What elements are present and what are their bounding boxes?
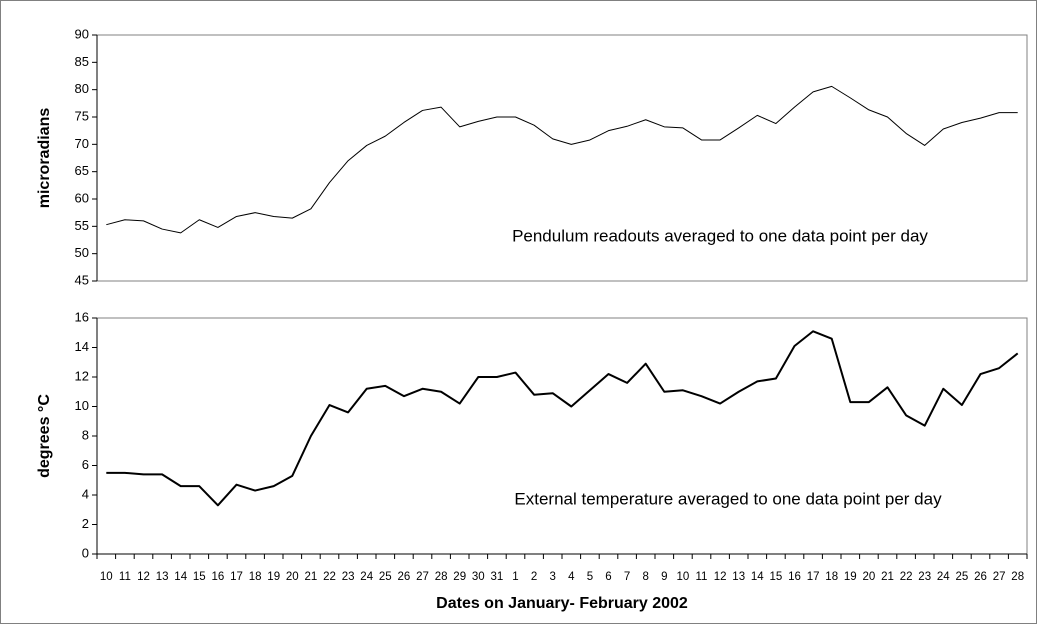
- y-tick-label: 55: [75, 218, 89, 233]
- x-tick-label: 12: [714, 571, 727, 583]
- y-tick-label: 10: [75, 398, 89, 413]
- x-tick-label: 13: [156, 571, 169, 583]
- x-tick-label: 12: [137, 571, 150, 583]
- x-tick-label: 15: [193, 571, 206, 583]
- x-tick-label: 20: [863, 571, 876, 583]
- data-line: [106, 85, 1018, 234]
- y-tick-label: 85: [75, 54, 89, 69]
- x-tick-label: 16: [788, 571, 801, 583]
- x-tick-label: 6: [605, 571, 611, 583]
- x-tick-label: 30: [472, 571, 485, 583]
- x-tick-label: 17: [807, 571, 820, 583]
- x-tick-label: 17: [230, 571, 243, 583]
- x-tick-label: 15: [770, 571, 783, 583]
- x-tick-label: 14: [174, 571, 187, 583]
- x-tick-label: 13: [732, 571, 745, 583]
- x-tick-label: 14: [751, 571, 764, 583]
- annotation: Pendulum readouts averaged to one data p…: [512, 226, 928, 245]
- y-tick-label: 50: [75, 245, 89, 260]
- x-axis-title: Dates on January- February 2002: [436, 595, 688, 612]
- x-tick-label: 5: [587, 571, 593, 583]
- x-tick-label: 27: [993, 571, 1006, 583]
- y-tick-label: 4: [82, 486, 89, 501]
- x-tick-label: 10: [100, 571, 113, 583]
- x-tick-label: 26: [974, 571, 987, 583]
- x-tick-label: 2: [531, 571, 537, 583]
- x-tick-label: 10: [677, 571, 690, 583]
- y-axis-title: microradians: [36, 108, 53, 209]
- x-tick-label: 20: [286, 571, 299, 583]
- y-tick-label: 8: [82, 427, 89, 442]
- data-line: [106, 330, 1019, 507]
- x-tick-label: 25: [956, 571, 969, 583]
- y-tick-label: 6: [82, 457, 89, 472]
- x-tick-label: 29: [453, 571, 466, 583]
- y-tick-label: 45: [75, 272, 89, 287]
- x-tick-label: 25: [379, 571, 392, 583]
- x-tick-label: 22: [323, 571, 336, 583]
- x-tick-label: 21: [305, 571, 318, 583]
- x-tick-label: 28: [435, 571, 448, 583]
- y-tick-label: 0: [82, 545, 89, 560]
- y-tick-label: 65: [75, 163, 89, 178]
- x-tick-label: 11: [696, 571, 708, 583]
- y-tick-label: 12: [75, 368, 89, 383]
- y-tick-label: 90: [75, 26, 89, 41]
- x-tick-label: 3: [549, 571, 555, 583]
- x-tick-label: 23: [342, 571, 355, 583]
- y-tick-label: 2: [82, 516, 89, 531]
- x-tick-label: 23: [918, 571, 931, 583]
- x-tick-label: 22: [900, 571, 913, 583]
- x-tick-label: 24: [360, 571, 373, 583]
- x-tick-label: 19: [844, 571, 857, 583]
- y-tick-label: 80: [75, 81, 89, 96]
- x-tick-label: 24: [937, 571, 950, 583]
- y-tick-label: 16: [75, 309, 89, 324]
- x-tick-label: 18: [249, 571, 262, 583]
- y-tick-label: 75: [75, 108, 89, 123]
- x-tick-label: 31: [491, 571, 504, 583]
- x-tick-label: 18: [825, 571, 838, 583]
- x-tick-label: 27: [416, 571, 429, 583]
- y-tick-label: 14: [75, 339, 89, 354]
- x-tick-label: 1: [512, 571, 518, 583]
- x-tick-label: 28: [1011, 571, 1024, 583]
- x-tick-label: 16: [212, 571, 225, 583]
- y-tick-label: 60: [75, 190, 89, 205]
- plot-area: [96, 317, 1028, 555]
- x-tick-label: 26: [398, 571, 411, 583]
- x-tick-label: 21: [881, 571, 894, 583]
- x-tick-label: 4: [568, 571, 575, 583]
- y-tick-label: 70: [75, 136, 89, 151]
- plot-area: [96, 34, 1028, 282]
- x-tick-label: 11: [119, 571, 131, 583]
- x-tick-label: 19: [267, 571, 280, 583]
- x-tick-label: 9: [661, 571, 667, 583]
- x-tick-label: 8: [642, 571, 648, 583]
- annotation: External temperature averaged to one dat…: [514, 489, 942, 508]
- x-tick-label: 7: [624, 571, 630, 583]
- y-axis-title: degrees °C: [36, 394, 53, 478]
